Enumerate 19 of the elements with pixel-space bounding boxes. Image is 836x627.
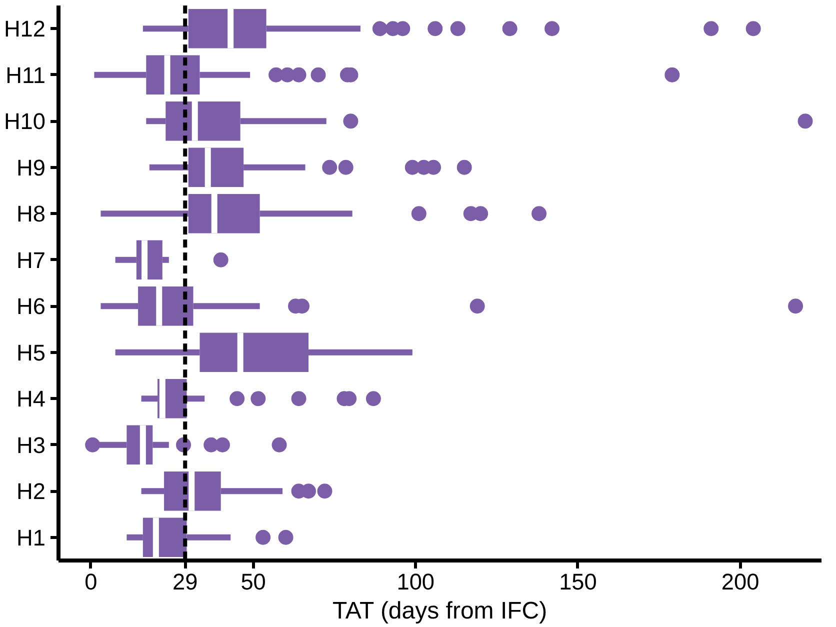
y-tick-label: H9	[16, 154, 46, 180]
y-tick-label: H11	[6, 62, 46, 88]
y-tick-label: H4	[16, 386, 46, 412]
x-tick-label: 50	[240, 568, 266, 594]
y-tick-label: H8	[16, 200, 46, 227]
x-tick-label: 200	[721, 568, 760, 594]
y-tick-label: H12	[4, 16, 46, 42]
y-tick-label: H5	[16, 339, 46, 366]
y-tick-label: H6	[16, 293, 46, 320]
x-tick-label: 100	[396, 568, 435, 594]
y-tick-label: H10	[4, 108, 46, 134]
y-tick-label: H7	[16, 246, 46, 273]
x-tick-label: 29	[172, 568, 198, 594]
y-tick-label: H1	[16, 524, 46, 550]
x-tick-label: 150	[559, 568, 597, 594]
x-axis-title: TAT (days from IFC)	[332, 598, 548, 624]
x-tick-label: 0	[84, 568, 98, 594]
y-tick-label: H3	[16, 432, 46, 458]
y-tick-label: H2	[16, 478, 46, 504]
